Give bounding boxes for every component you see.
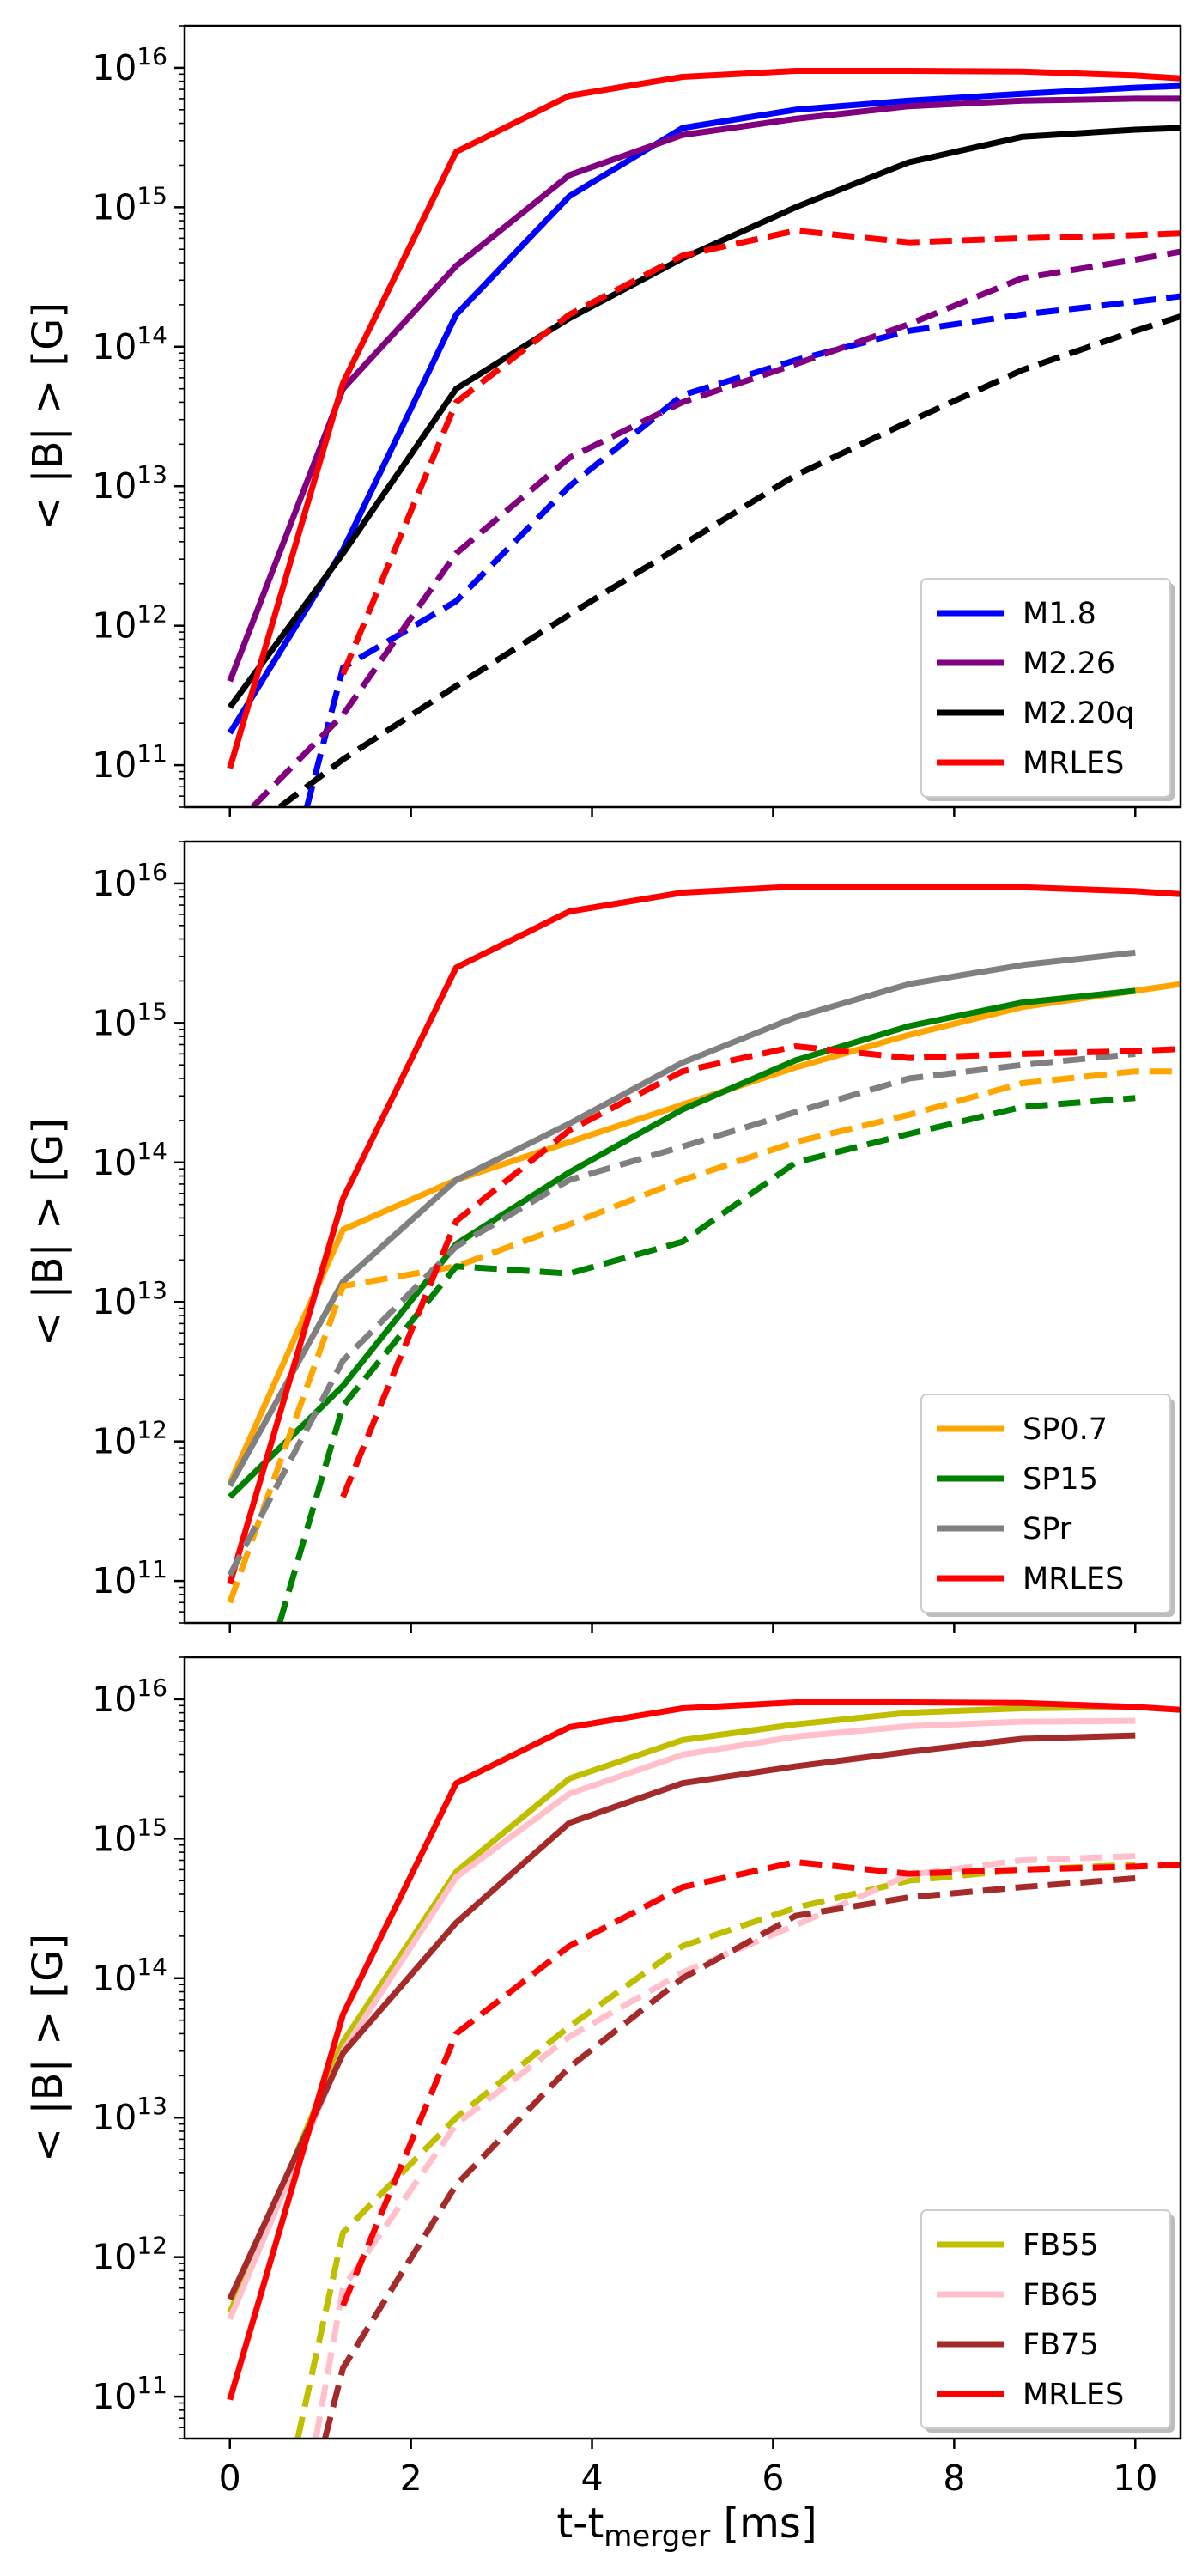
legend-label: SPr bbox=[1023, 1512, 1072, 1546]
series-line-sp15 bbox=[228, 987, 1136, 1499]
y-tick-label: 1014 bbox=[92, 1137, 167, 1183]
legend-label: M2.20q bbox=[1023, 696, 1134, 731]
series-line-fb65-dashed bbox=[313, 1853, 1136, 2439]
series-group bbox=[227, 68, 1181, 807]
series-line-mrles-dashed bbox=[340, 1859, 1181, 2307]
y-axis-label: < |B| > [G] bbox=[24, 1118, 72, 1346]
y-tick-label: 1012 bbox=[92, 600, 167, 647]
y-tick-label: 1011 bbox=[92, 739, 167, 786]
series-line-fb75 bbox=[227, 1732, 1136, 2301]
series-line-fb75-dashed bbox=[322, 1875, 1136, 2439]
y-tick-label: 1013 bbox=[92, 2092, 167, 2138]
series-group bbox=[227, 884, 1181, 1623]
series-line-m2-20q bbox=[227, 125, 1181, 709]
y-tick-label: 1012 bbox=[92, 1416, 167, 1462]
series-line-sp0-7-dashed bbox=[227, 1068, 1181, 1604]
x-tick-label: 6 bbox=[762, 2458, 784, 2499]
x-tick-label: 2 bbox=[400, 2458, 422, 2499]
series-line-m1-8 bbox=[227, 82, 1181, 735]
series-line-mrles-dashed bbox=[340, 228, 1181, 676]
x-tick-label: 8 bbox=[943, 2458, 965, 2499]
legend: SP0.7 SP15 SPr MRLES bbox=[920, 1394, 1175, 1617]
y-tick-label: 1011 bbox=[92, 1555, 167, 1601]
series-line-sp15-dashed bbox=[276, 1095, 1136, 1623]
series-line-m2-26 bbox=[227, 95, 1181, 683]
y-axis-ticks: 1011 1012 1013 1014 1015 1016 bbox=[92, 1656, 185, 2439]
y-axis-ticks: 1011 1012 1013 1014 1015 1016 bbox=[92, 841, 185, 1624]
y-tick-label: 1015 bbox=[92, 1813, 167, 1859]
legend-label: FB55 bbox=[1023, 2228, 1099, 2263]
legend-box bbox=[920, 578, 1171, 798]
x-tick-label: 4 bbox=[580, 2458, 603, 2499]
x-axis-ticks: 0 2 4 6 8 10 bbox=[219, 2439, 1157, 2499]
series-line-mrles bbox=[227, 884, 1181, 1585]
series-line-spr-dashed bbox=[227, 1050, 1136, 1577]
x-axis-label-subscript: merger bbox=[604, 2519, 710, 2554]
legend-label: SP15 bbox=[1023, 1462, 1098, 1497]
legend-label: M2.26 bbox=[1023, 647, 1115, 681]
series-line-fb55 bbox=[227, 1704, 1136, 2314]
legend-label: SP0.7 bbox=[1023, 1413, 1108, 1447]
y-tick-label: 1012 bbox=[92, 2232, 167, 2278]
series-line-mrles bbox=[227, 1699, 1181, 2401]
plot-frame bbox=[183, 840, 1182, 1625]
y-tick-label: 1016 bbox=[92, 858, 167, 904]
x-axis-label-main: t-t bbox=[556, 2500, 604, 2548]
y-axis-label: < |B| > [G] bbox=[24, 302, 72, 531]
legend-label: FB75 bbox=[1023, 2328, 1099, 2362]
series-line-mrles-dashed bbox=[340, 1043, 1181, 1498]
series-line-m2-26-dashed bbox=[250, 248, 1181, 807]
legend-label: MRLES bbox=[1023, 746, 1124, 781]
y-tick-label: 1015 bbox=[92, 181, 167, 228]
panel-middle: 1011 1012 1013 1014 1015 1016 < |B| > [G] SP0.7… bbox=[24, 840, 1182, 1633]
y-tick-label: 1015 bbox=[92, 997, 167, 1043]
y-tick-label: 1013 bbox=[92, 460, 167, 507]
y-tick-label: 1014 bbox=[92, 321, 167, 368]
series-line-mrles bbox=[227, 68, 1181, 769]
x-axis-ticks bbox=[228, 1623, 1137, 1633]
y-tick-label: 1014 bbox=[92, 1953, 167, 1999]
series-group bbox=[227, 1699, 1181, 2439]
plot-frame bbox=[183, 1656, 1182, 2440]
series-line-m2-20q-dashed bbox=[277, 313, 1181, 807]
legend-box bbox=[920, 2209, 1171, 2429]
series-line-fb65 bbox=[227, 1717, 1136, 2321]
legend-box bbox=[920, 1394, 1171, 1613]
series-line-spr bbox=[227, 949, 1136, 1488]
series-line-m1-8-dashed bbox=[304, 293, 1181, 807]
x-axis-label-unit: [ms] bbox=[710, 2500, 817, 2548]
legend-label: MRLES bbox=[1023, 2378, 1124, 2412]
y-tick-label: 1013 bbox=[92, 1276, 167, 1322]
y-tick-label: 1011 bbox=[92, 2371, 167, 2417]
y-axis-ticks: 1011 1012 1013 1014 1015 1016 bbox=[92, 25, 185, 808]
x-axis-ticks bbox=[228, 807, 1137, 817]
legend-label: MRLES bbox=[1023, 1562, 1124, 1596]
x-axis-label: t-tmerger [ms] bbox=[556, 2500, 817, 2554]
legend: M1.8 M2.26 M2.20q MRLES bbox=[920, 578, 1175, 801]
y-tick-label: 1016 bbox=[92, 42, 167, 88]
panel-bottom: 0 2 4 6 8 10 1011 1012 1013 1014 1015 1016 < |B| > [… bbox=[24, 1656, 1182, 2499]
legend-label: M1.8 bbox=[1023, 597, 1096, 631]
legend: FB55 FB65 FB75 MRLES bbox=[920, 2209, 1175, 2433]
x-tick-label: 10 bbox=[1113, 2458, 1157, 2499]
legend-label: FB65 bbox=[1023, 2278, 1099, 2312]
y-tick-label: 1016 bbox=[92, 1674, 167, 1720]
plot-frame bbox=[183, 24, 1182, 809]
x-tick-label: 0 bbox=[219, 2458, 241, 2499]
y-axis-label: < |B| > [G] bbox=[24, 1934, 72, 2162]
